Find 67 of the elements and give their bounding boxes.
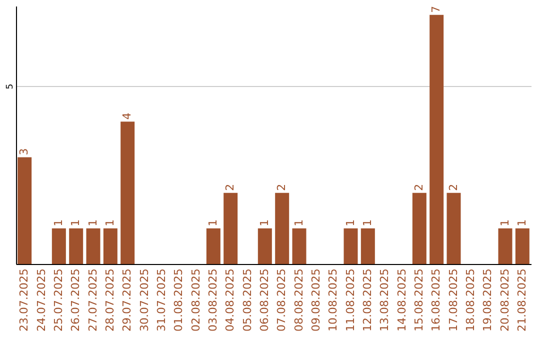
y-tick-label: 5 — [6, 84, 16, 90]
data-label: 1 — [258, 219, 271, 226]
bar — [498, 228, 512, 264]
x-tick-label: 08.08.2025 — [292, 268, 306, 332]
data-label: 2 — [446, 184, 460, 191]
bar — [224, 192, 238, 264]
data-label: 1 — [69, 219, 82, 226]
x-tick-label: 15.08.2025 — [412, 268, 426, 332]
x-tick-label: 10.08.2025 — [326, 268, 340, 332]
bar — [275, 192, 290, 264]
data-label: 3 — [18, 148, 31, 156]
x-tick-label: 13.08.2025 — [378, 268, 392, 332]
data-label: 1 — [206, 219, 220, 226]
data-label: 1 — [52, 219, 65, 226]
x-tick-label: 16.08.2025 — [430, 268, 443, 332]
bar — [120, 122, 135, 264]
data-label: 1 — [360, 219, 374, 226]
x-tick-label: 18.08.2025 — [464, 268, 477, 332]
data-label: 1 — [344, 219, 357, 226]
bar — [258, 228, 272, 264]
x-tick-label: 19.08.2025 — [481, 268, 494, 332]
data-label: 1 — [292, 219, 306, 226]
x-tick-label: 29.07.2025 — [120, 268, 134, 332]
x-tick-label: 25.07.2025 — [52, 268, 65, 332]
x-tick-label: 02.08.2025 — [189, 268, 202, 332]
bar — [86, 228, 100, 264]
bar — [18, 157, 32, 264]
x-tick-label: 23.07.2025 — [18, 268, 31, 332]
x-tick-label: 24.07.2025 — [34, 268, 48, 332]
bar — [446, 192, 461, 264]
x-tick-label: 21.08.2025 — [515, 268, 528, 332]
x-tick-label: 05.08.2025 — [240, 268, 254, 332]
data-label: 1 — [498, 219, 512, 226]
bar — [515, 228, 530, 264]
x-tick-label: 11.08.2025 — [344, 268, 357, 332]
x-tick-label: 12.08.2025 — [360, 268, 374, 332]
bar — [206, 228, 220, 264]
bar — [412, 192, 426, 264]
x-tick-label: 14.08.2025 — [395, 268, 408, 332]
bar — [360, 228, 375, 264]
x-tick-label: 03.08.2025 — [206, 268, 220, 332]
bar — [344, 228, 358, 264]
x-tick-label: 31.07.2025 — [154, 268, 168, 332]
x-tick-label: 09.08.2025 — [309, 268, 322, 332]
x-tick-label: 06.08.2025 — [258, 268, 271, 332]
bar — [430, 14, 444, 264]
x-tick-label: 28.07.2025 — [103, 268, 116, 332]
data-label: 7 — [430, 6, 443, 13]
x-tick-label: 27.07.2025 — [86, 268, 100, 332]
bar — [69, 228, 84, 264]
bar — [292, 228, 306, 264]
x-tick-label: 26.07.2025 — [69, 268, 82, 332]
x-tick-label: 04.08.2025 — [224, 268, 237, 332]
data-label: 2 — [275, 184, 288, 191]
data-label: 2 — [412, 184, 426, 191]
bar — [52, 228, 66, 264]
x-tick-label: 07.08.2025 — [275, 268, 288, 332]
x-tick-label: 17.08.2025 — [446, 268, 460, 332]
data-label: 1 — [103, 219, 116, 226]
data-label: 1 — [515, 219, 528, 226]
x-tick-label: 01.08.2025 — [172, 268, 186, 332]
data-label: 1 — [86, 219, 100, 226]
x-tick-label: 20.08.2025 — [498, 268, 512, 332]
x-tick-label: 30.07.2025 — [138, 268, 151, 332]
data-label: 4 — [120, 112, 134, 120]
data-label: 2 — [224, 184, 237, 191]
bar — [103, 228, 118, 264]
